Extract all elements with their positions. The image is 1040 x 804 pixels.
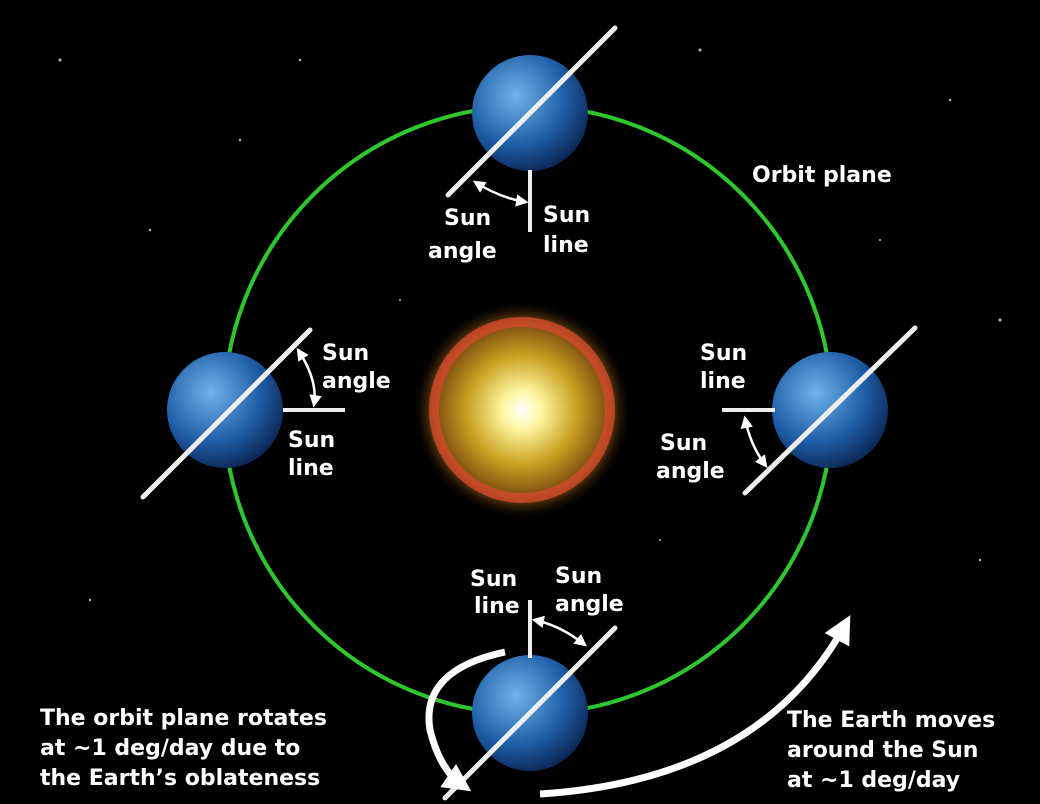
motion-arrow [539,615,851,798]
axis [442,625,618,801]
caption: the Earth’s oblateness [40,766,320,791]
caption: The Earth moves [787,708,995,733]
sun-line-label: line [474,594,520,619]
sun-line-label: line [288,456,334,481]
sun [412,300,632,520]
sun-angle-label: angle [656,459,725,484]
caption: around the Sun [787,738,978,763]
sun-angle-label: Sun [660,431,707,456]
angle-arc [472,180,529,207]
caption: at ~1 deg/day [787,768,960,793]
sun-ring [429,317,615,503]
orbit-label: Orbit plane [752,163,892,188]
caption: The orbit plane rotates [40,706,327,731]
axis [140,327,313,500]
sun-line-label: Sun [543,203,590,228]
caption: at ~1 deg/day due to [40,736,300,761]
sun-angle-label: angle [322,369,391,394]
sun-angle-label: Sun [444,206,491,231]
sun-angle-label: Sun [555,564,602,589]
angle-arc [740,415,768,468]
angle-arc [531,615,587,647]
axis [742,325,918,496]
sun-line-label: line [700,369,746,394]
stars [58,48,1002,602]
sun-line-label: Sun [288,428,335,453]
axis [445,25,618,198]
sun-angle-label: angle [555,592,624,617]
sun-line-label: Sun [700,341,747,366]
angle-arc [296,347,322,408]
sun-line-label: line [543,233,589,258]
sun-line-label: Sun [470,567,517,592]
sun-angle-label: angle [428,239,497,264]
sun-angle-label: Sun [322,341,369,366]
rotation-arrow [425,648,506,792]
